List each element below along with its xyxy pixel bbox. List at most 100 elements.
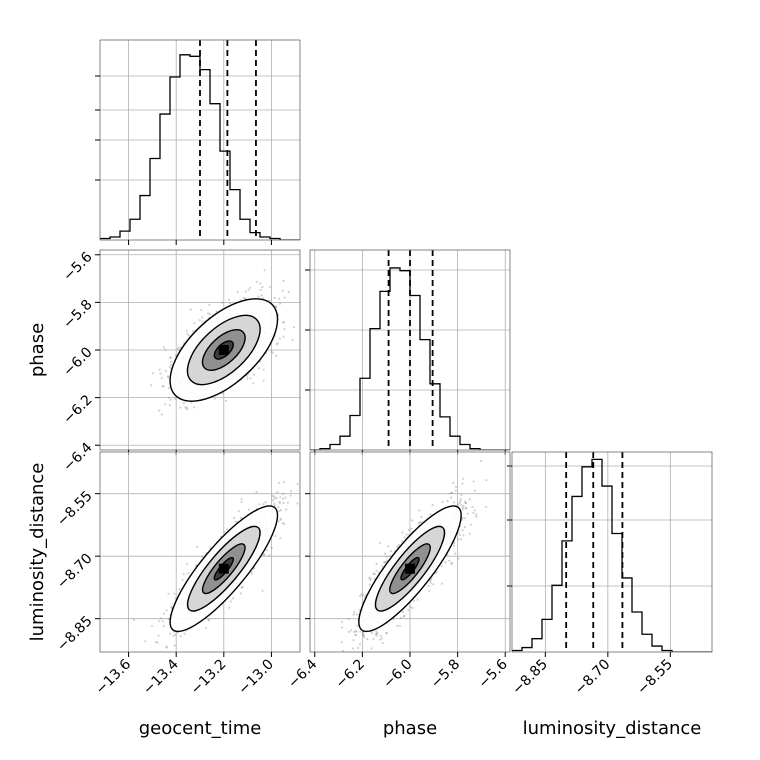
- sample-point: [261, 589, 264, 592]
- sample-point: [158, 368, 161, 371]
- sample-point: [279, 537, 282, 540]
- sample-point: [460, 493, 463, 496]
- sample-point: [276, 342, 279, 345]
- sample-point: [164, 348, 167, 351]
- sample-point: [213, 397, 216, 400]
- sample-point: [282, 321, 285, 324]
- sample-point: [158, 620, 161, 623]
- sample-point: [403, 536, 406, 539]
- sample-point: [358, 643, 361, 646]
- sample-point: [283, 328, 286, 331]
- sample-point: [359, 595, 362, 598]
- sample-point: [485, 479, 488, 482]
- sample-point: [201, 320, 204, 323]
- sample-point: [252, 382, 255, 385]
- sample-point: [169, 398, 172, 401]
- sample-point: [461, 508, 464, 511]
- sample-point: [275, 496, 278, 499]
- sample-point: [341, 620, 344, 624]
- sample-point: [393, 549, 396, 552]
- sample-point: [402, 615, 405, 618]
- sample-point: [173, 657, 175, 659]
- sample-point: [410, 527, 413, 530]
- sample-point: [411, 606, 414, 610]
- sample-point: [375, 634, 378, 637]
- sample-point: [262, 368, 265, 371]
- sample-point: [167, 592, 170, 595]
- sample-point: [461, 506, 464, 509]
- sample-point: [300, 283, 302, 285]
- sample-point: [341, 626, 344, 629]
- sample-point: [186, 332, 189, 335]
- sample-point: [446, 500, 449, 503]
- sample-point: [454, 552, 457, 555]
- sample-point: [154, 653, 156, 655]
- sample-point: [150, 624, 154, 627]
- sample-point: [371, 631, 374, 635]
- sample-point: [399, 616, 403, 619]
- sample-point: [279, 496, 282, 499]
- sample-point: [281, 521, 284, 525]
- sample-point: [352, 639, 355, 642]
- sample-point: [397, 544, 401, 547]
- sample-point: [165, 646, 168, 649]
- sample-point: [461, 516, 464, 520]
- sample-point: [453, 542, 456, 545]
- sample-point: [354, 634, 358, 637]
- y-tick-label-phase: −6.0: [60, 344, 95, 379]
- sample-point: [472, 511, 475, 514]
- sample-point: [178, 587, 181, 590]
- density-peak: [218, 563, 229, 574]
- sample-point: [432, 583, 435, 586]
- sample-point: [193, 322, 196, 325]
- sample-point: [456, 503, 459, 506]
- sample-point: [268, 285, 271, 288]
- sample-point: [429, 581, 433, 585]
- sample-point: [184, 406, 187, 409]
- sample-point: [286, 501, 289, 504]
- sample-point: [441, 500, 444, 503]
- sample-point: [146, 660, 148, 662]
- panel-frame: [511, 451, 713, 653]
- sample-point: [240, 498, 243, 501]
- sample-point: [165, 645, 168, 648]
- sample-point: [262, 379, 265, 382]
- sample-point: [352, 647, 355, 650]
- density-peak: [218, 345, 229, 355]
- sample-point: [207, 312, 210, 315]
- sample-point: [227, 298, 231, 301]
- sample-point: [245, 374, 248, 377]
- sample-point: [385, 555, 388, 558]
- sample-point: [174, 633, 177, 636]
- sample-point: [255, 280, 258, 284]
- sample-point: [208, 618, 211, 621]
- sample-point: [462, 534, 465, 537]
- sample-point: [157, 634, 160, 637]
- sample-point: [162, 385, 165, 388]
- sample-point: [263, 553, 266, 557]
- sample-point: [462, 504, 465, 508]
- sample-point: [458, 501, 461, 505]
- sample-point: [279, 509, 282, 512]
- sample-point: [260, 294, 263, 297]
- sample-point: [161, 657, 163, 659]
- sample-point: [279, 501, 282, 504]
- sample-point: [234, 520, 237, 523]
- sample-point: [185, 406, 188, 409]
- sample-point: [270, 547, 273, 550]
- y-axis-title-luminosity_distance: luminosity_distance: [27, 463, 48, 642]
- sample-point: [229, 600, 232, 603]
- sample-point: [161, 620, 164, 623]
- sample-point: [257, 295, 260, 298]
- sample-point: [396, 545, 399, 548]
- y-axis-title-phase: phase: [27, 323, 48, 377]
- sample-point: [444, 561, 447, 564]
- sample-point: [279, 302, 282, 305]
- sample-point: [466, 512, 469, 515]
- sample-point: [271, 494, 274, 497]
- sample-point: [182, 402, 185, 405]
- sample-point: [132, 618, 136, 621]
- sample-point: [259, 288, 262, 291]
- sample-point: [250, 572, 253, 575]
- sample-point: [355, 630, 358, 633]
